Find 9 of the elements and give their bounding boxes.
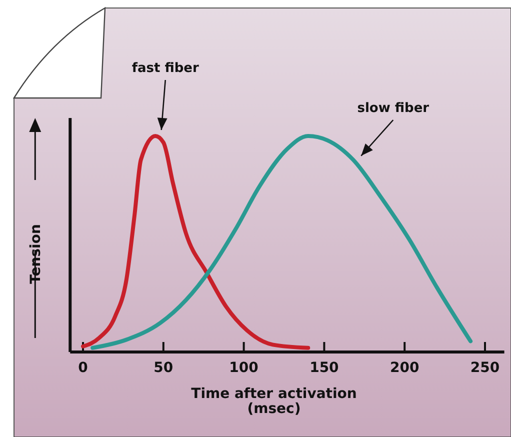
x-tick-label: 150	[310, 360, 340, 376]
x-tick-label: 0	[78, 360, 88, 376]
x-tick-label: 100	[229, 360, 259, 376]
x-tick-label: 50	[154, 360, 174, 376]
text: slow fiber	[357, 101, 430, 116]
x-tick-label: 200	[390, 360, 420, 376]
x-axis-title: Time after activation (msec)	[191, 386, 357, 417]
text: fast fiber	[132, 61, 200, 76]
x-tick-label: 250	[470, 360, 500, 376]
